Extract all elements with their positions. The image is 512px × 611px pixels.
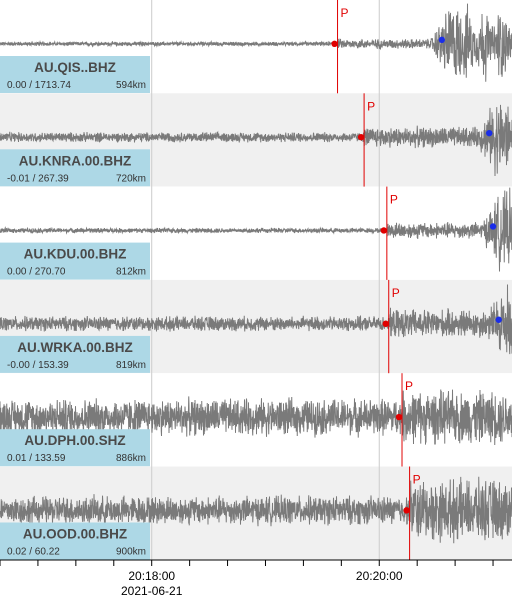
p-arrival-marker (380, 227, 388, 234)
station-distance: 594km (116, 80, 146, 91)
p-pick-label: P (405, 379, 413, 393)
station-name: AU.OOD.00.BHZ (23, 527, 127, 542)
station-amplitude-range: 0.00 / 270.70 (7, 267, 66, 278)
station-label-box (0, 335, 150, 373)
station-name: AU.WRKA.00.BHZ (17, 340, 133, 355)
x-tick-label: 20:18:00 (128, 569, 175, 583)
waveform-trace (0, 476, 512, 544)
station-amplitude-range: -0.00 / 153.39 (7, 360, 69, 371)
p-pick-label: P (392, 286, 400, 300)
station-distance: 720km (116, 173, 146, 184)
station-amplitude-range: 0.00 / 1713.74 (7, 80, 71, 91)
station-label-box (0, 522, 150, 560)
p-arrival-marker (403, 507, 410, 514)
station-name: AU.KDU.00.BHZ (24, 247, 127, 262)
waveform-trace (0, 187, 512, 272)
x-date-label: 2021-06-21 (121, 584, 183, 598)
p-arrival-marker (357, 133, 365, 141)
p-arrival-marker (331, 40, 338, 48)
station-label-box (0, 56, 150, 93)
p-arrival-marker (382, 320, 389, 327)
p-pick-label: P (341, 6, 349, 20)
s-arrival-marker (489, 223, 497, 230)
station-label-box (0, 242, 150, 280)
station-distance: 900km (116, 547, 146, 558)
waveform-trace (0, 3, 512, 82)
p-arrival-marker (395, 413, 403, 421)
station-name: AU.DPH.00.SHZ (24, 433, 125, 448)
waveform-trace (0, 389, 512, 445)
station-distance: 886km (116, 453, 146, 464)
p-pick-label: P (390, 193, 398, 207)
station-label-box (0, 149, 150, 187)
waveform-trace (0, 284, 512, 355)
station-distance: 819km (116, 360, 146, 371)
p-pick-label: P (413, 473, 421, 487)
s-arrival-marker (438, 36, 446, 44)
station-label-box (0, 429, 150, 467)
station-distance: 812km (116, 267, 146, 278)
p-pick-label: P (367, 99, 375, 113)
station-amplitude-range: 0.01 / 133.59 (7, 453, 66, 464)
station-name: AU.QIS..BHZ (34, 60, 116, 75)
x-tick-label: 20:20:00 (356, 569, 403, 583)
s-arrival-marker (486, 129, 493, 137)
station-name: AU.KNRA.00.BHZ (19, 153, 132, 168)
station-amplitude-range: -0.01 / 267.39 (7, 173, 69, 184)
s-arrival-marker (495, 316, 502, 323)
waveform-trace (0, 104, 512, 176)
station-amplitude-range: 0.02 / 60.22 (7, 547, 60, 558)
